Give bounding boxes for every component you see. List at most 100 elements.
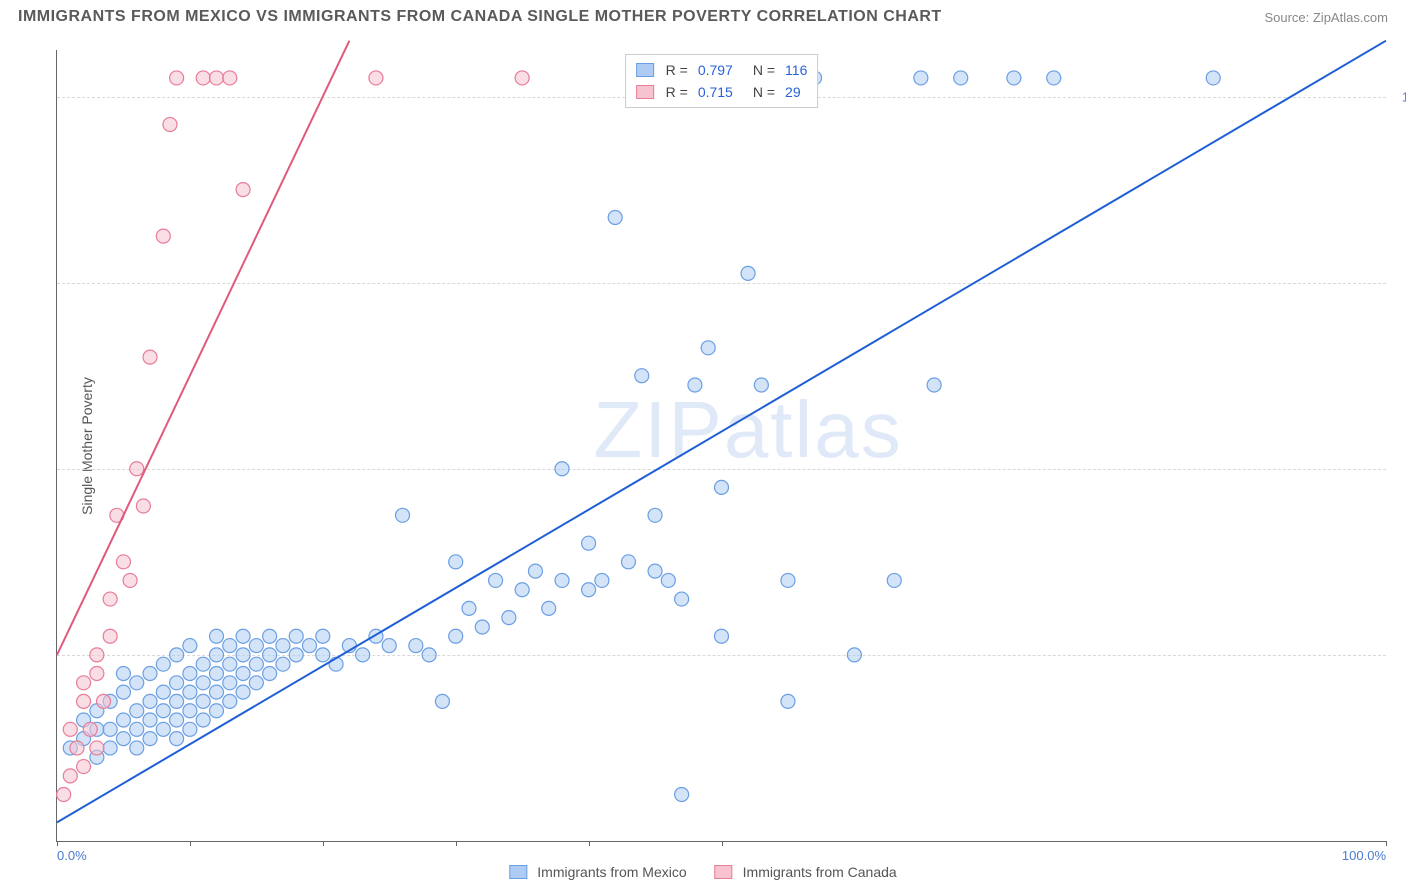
x-tick-mark: [456, 841, 457, 846]
scatter-point-canada: [57, 787, 71, 801]
scatter-point-mexico: [170, 732, 184, 746]
regression-line-mexico: [57, 41, 1386, 823]
scatter-point-mexico: [276, 639, 290, 653]
scatter-point-mexico: [170, 648, 184, 662]
series-legend: Immigrants from Mexico Immigrants from Ca…: [509, 864, 896, 880]
scatter-point-mexico: [130, 722, 144, 736]
scatter-point-mexico: [183, 722, 197, 736]
scatter-point-mexico: [143, 732, 157, 746]
scatter-point-mexico: [462, 601, 476, 615]
scatter-point-canada: [136, 499, 150, 513]
scatter-point-mexico: [236, 685, 250, 699]
scatter-point-canada: [130, 462, 144, 476]
legend-n-value: 116: [785, 59, 807, 81]
legend-row-mexico: R =0.797N =116: [636, 59, 808, 81]
scatter-point-mexico: [223, 694, 237, 708]
scatter-point-mexico: [156, 657, 170, 671]
x-tick-mark: [190, 841, 191, 846]
scatter-point-mexico: [914, 71, 928, 85]
scatter-point-mexico: [396, 508, 410, 522]
legend-row-canada: R =0.715N =29: [636, 81, 808, 103]
scatter-point-canada: [143, 350, 157, 364]
scatter-point-mexico: [422, 648, 436, 662]
scatter-point-mexico: [515, 583, 529, 597]
scatter-point-canada: [515, 71, 529, 85]
scatter-point-mexico: [196, 676, 210, 690]
legend-swatch-icon: [715, 865, 733, 879]
scatter-point-canada: [63, 722, 77, 736]
scatter-point-canada: [77, 694, 91, 708]
scatter-point-mexico: [1206, 71, 1220, 85]
legend-swatch-icon: [509, 865, 527, 879]
scatter-point-mexico: [675, 592, 689, 606]
legend-r-label: R =: [666, 59, 688, 81]
scatter-point-canada: [156, 229, 170, 243]
scatter-point-mexico: [449, 555, 463, 569]
scatter-point-mexico: [183, 685, 197, 699]
scatter-point-mexico: [263, 666, 277, 680]
scatter-point-mexico: [130, 676, 144, 690]
scatter-point-mexico: [196, 657, 210, 671]
legend-r-value: 0.715: [698, 81, 733, 103]
legend-n-label: N =: [753, 81, 775, 103]
scatter-point-mexico: [701, 341, 715, 355]
scatter-point-mexico: [582, 583, 596, 597]
scatter-point-mexico: [143, 666, 157, 680]
scatter-point-mexico: [542, 601, 556, 615]
scatter-point-mexico: [382, 639, 396, 653]
scatter-point-mexico: [183, 666, 197, 680]
scatter-point-mexico: [316, 648, 330, 662]
scatter-point-mexico: [927, 378, 941, 392]
scatter-point-canada: [103, 629, 117, 643]
scatter-point-mexico: [489, 573, 503, 587]
scatter-point-mexico: [555, 462, 569, 476]
scatter-point-mexico: [648, 564, 662, 578]
scatter-point-mexico: [116, 685, 130, 699]
correlation-legend: R =0.797N =116R =0.715N =29: [625, 54, 819, 108]
x-tick-mark: [722, 841, 723, 846]
scatter-point-mexico: [223, 639, 237, 653]
scatter-point-mexico: [196, 713, 210, 727]
scatter-point-mexico: [608, 211, 622, 225]
scatter-point-mexico: [116, 713, 130, 727]
scatter-point-mexico: [289, 629, 303, 643]
scatter-point-mexico: [209, 704, 223, 718]
scatter-point-mexico: [449, 629, 463, 643]
series-legend-item-mexico: Immigrants from Mexico: [509, 864, 686, 880]
scatter-point-mexico: [475, 620, 489, 634]
series-legend-item-canada: Immigrants from Canada: [715, 864, 897, 880]
scatter-point-mexico: [263, 648, 277, 662]
scatter-point-mexico: [303, 639, 317, 653]
scatter-point-mexico: [887, 573, 901, 587]
scatter-point-canada: [70, 741, 84, 755]
scatter-point-canada: [170, 71, 184, 85]
chart-title: IMMIGRANTS FROM MEXICO VS IMMIGRANTS FRO…: [18, 8, 942, 26]
scatter-point-mexico: [103, 741, 117, 755]
scatter-point-mexico: [1047, 71, 1061, 85]
scatter-point-mexico: [435, 694, 449, 708]
scatter-point-mexico: [582, 536, 596, 550]
x-tick-mark: [1386, 841, 1387, 846]
scatter-point-mexico: [276, 657, 290, 671]
scatter-point-canada: [63, 769, 77, 783]
scatter-point-mexico: [223, 657, 237, 671]
scatter-point-canada: [90, 666, 104, 680]
scatter-point-mexico: [528, 564, 542, 578]
scatter-point-mexico: [356, 648, 370, 662]
scatter-point-mexico: [223, 676, 237, 690]
scatter-point-mexico: [130, 704, 144, 718]
scatter-point-mexico: [156, 722, 170, 736]
scatter-point-canada: [209, 71, 223, 85]
scatter-point-canada: [163, 117, 177, 131]
scatter-point-mexico: [289, 648, 303, 662]
scatter-point-mexico: [209, 685, 223, 699]
scatter-point-mexico: [236, 648, 250, 662]
scatter-point-mexico: [116, 732, 130, 746]
scatter-point-canada: [116, 555, 130, 569]
scatter-point-mexico: [263, 629, 277, 643]
series-legend-label: Immigrants from Mexico: [537, 864, 686, 880]
scatter-point-mexico: [847, 648, 861, 662]
scatter-point-canada: [236, 183, 250, 197]
scatter-point-mexico: [715, 629, 729, 643]
scatter-point-canada: [77, 760, 91, 774]
